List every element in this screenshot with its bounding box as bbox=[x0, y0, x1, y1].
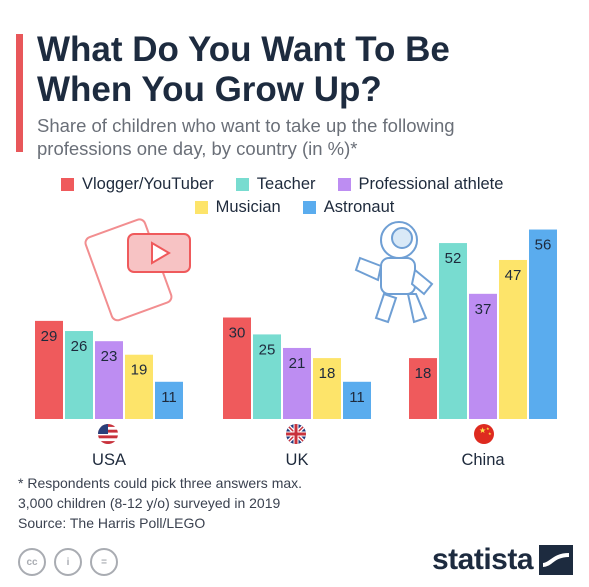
us-flag-icon bbox=[98, 424, 118, 444]
no-derivatives-icon[interactable]: = bbox=[90, 548, 118, 576]
legend-swatch bbox=[337, 177, 351, 191]
legend-row-2: Musician Astronaut bbox=[0, 196, 589, 218]
bar-value-label: 18 bbox=[415, 365, 432, 382]
bar bbox=[125, 354, 153, 419]
category-label: UK bbox=[286, 451, 309, 469]
bar-value-label: 23 bbox=[101, 348, 118, 365]
attribution-icon[interactable]: i bbox=[54, 548, 82, 576]
legend-swatch bbox=[61, 177, 74, 191]
statista-brand[interactable]: statista bbox=[432, 543, 574, 577]
legend-item-astronaut: Astronaut bbox=[302, 197, 395, 217]
youtube-icon bbox=[84, 218, 191, 322]
legend-label: Teacher bbox=[256, 174, 316, 193]
bar-value-label: 47 bbox=[505, 267, 522, 284]
bar-value-label: 19 bbox=[131, 362, 148, 379]
legend-item-teacher: Teacher bbox=[235, 174, 316, 194]
footnote-line-1: * Respondents could pick three answers m… bbox=[18, 475, 303, 491]
bar-value-label: 11 bbox=[161, 389, 177, 406]
svg-text:★: ★ bbox=[479, 426, 486, 435]
bar bbox=[35, 320, 63, 419]
bar-value-label: 18 bbox=[319, 365, 336, 382]
statista-logo-icon bbox=[539, 545, 574, 575]
source-note: Source: The Harris Poll/LEGO bbox=[18, 515, 206, 531]
bar-value-label: 37 bbox=[475, 301, 492, 318]
bars-layer bbox=[35, 229, 557, 419]
bar-value-label: 52 bbox=[445, 250, 462, 267]
bar bbox=[343, 381, 371, 419]
value-labels-layer: 29 26 23 19 11 30 25 21 18 11 18 52 37 47 56 bbox=[41, 237, 552, 406]
bar bbox=[283, 347, 311, 419]
bar bbox=[529, 229, 557, 419]
legend-item-vlogger: Vlogger/YouTuber bbox=[61, 175, 214, 194]
chart-title: What Do You Want To Be When You Grow Up? bbox=[37, 30, 577, 110]
bar bbox=[409, 358, 437, 419]
legend: Vlogger/YouTuber Teacher Professional at… bbox=[0, 173, 589, 219]
bar-value-label: 11 bbox=[349, 389, 365, 406]
bar bbox=[313, 358, 341, 419]
footnote: * Respondents could pick three answers m… bbox=[18, 473, 458, 533]
license-icons: cc i = bbox=[18, 548, 118, 576]
category-labels-layer: USA UK China bbox=[92, 451, 505, 469]
legend-label: Astronaut bbox=[323, 197, 395, 216]
title-line-1: What Do You Want To Be bbox=[37, 30, 450, 69]
legend-row-1: Vlogger/YouTuber Teacher Professional at… bbox=[0, 173, 589, 195]
bar-value-label: 21 bbox=[289, 355, 306, 372]
astronaut-icon bbox=[354, 221, 434, 324]
legend-item-athlete: Professional athlete bbox=[337, 174, 504, 194]
bar-value-label: 25 bbox=[259, 341, 276, 358]
china-flag-icon: ★ ★ ★ bbox=[474, 424, 494, 444]
subtitle-line-1: Share of children who want to take up th… bbox=[37, 115, 455, 136]
bar-value-label: 56 bbox=[535, 237, 552, 254]
bar-value-label: 26 bbox=[71, 338, 88, 355]
bar bbox=[439, 243, 467, 419]
title-line-2: When You Grow Up? bbox=[37, 70, 382, 109]
bar-value-label: 29 bbox=[41, 328, 58, 345]
statista-wordmark: statista bbox=[432, 543, 534, 576]
svg-text:★: ★ bbox=[486, 426, 490, 431]
bar bbox=[65, 331, 93, 419]
flags-layer: ★ ★ ★ bbox=[98, 424, 494, 444]
cc-icon[interactable]: cc bbox=[18, 548, 46, 576]
legend-label: Professional athlete bbox=[358, 174, 504, 193]
bar bbox=[223, 317, 251, 419]
bar-value-label: 30 bbox=[229, 325, 246, 342]
bar bbox=[499, 259, 527, 419]
legend-swatch bbox=[235, 177, 249, 191]
legend-swatch bbox=[194, 200, 208, 214]
category-label: China bbox=[461, 451, 505, 469]
bar bbox=[469, 293, 497, 419]
uk-flag-icon bbox=[286, 424, 306, 444]
bar bbox=[95, 341, 123, 419]
legend-label: Vlogger/YouTuber bbox=[82, 174, 214, 193]
legend-label: Musician bbox=[215, 197, 281, 216]
svg-text:★: ★ bbox=[488, 431, 492, 436]
bar bbox=[155, 381, 183, 419]
footnote-line-2: 3,000 children (8-12 y/o) surveyed in 20… bbox=[18, 495, 281, 511]
subtitle-line-2: professions one day, by country (in %)* bbox=[37, 138, 358, 159]
accent-bar bbox=[16, 34, 23, 152]
legend-swatch bbox=[302, 200, 316, 214]
chart-subtitle: Share of children who want to take up th… bbox=[37, 114, 577, 160]
category-label: USA bbox=[92, 451, 126, 469]
legend-item-musician: Musician bbox=[194, 197, 281, 217]
bar bbox=[253, 334, 281, 419]
